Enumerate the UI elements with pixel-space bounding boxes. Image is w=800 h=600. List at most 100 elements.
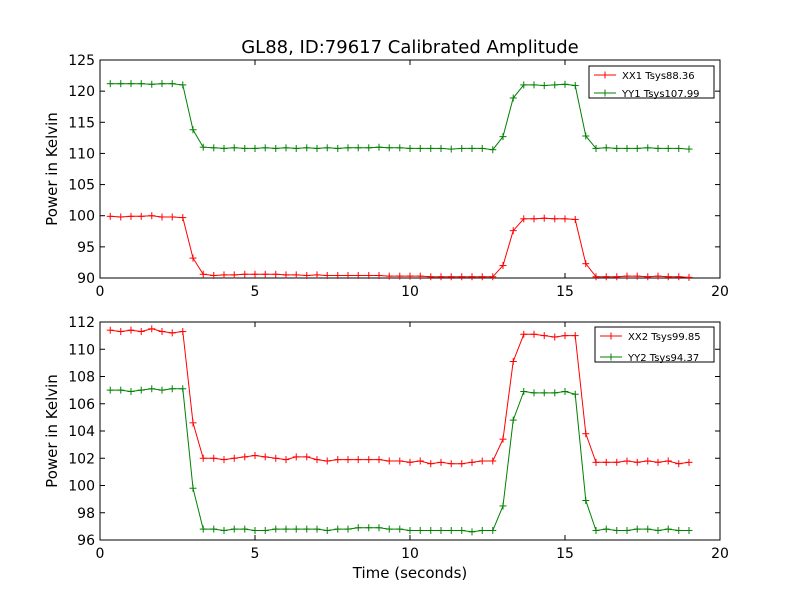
data-point: [344, 272, 352, 280]
data-point: [220, 271, 228, 279]
y-tick-label: 120: [68, 84, 95, 100]
data-point: [561, 215, 569, 223]
data-point: [437, 458, 445, 466]
data-point: [613, 526, 621, 534]
x-tick-label: 0: [96, 546, 105, 562]
data-point: [323, 272, 331, 280]
data-point: [334, 525, 342, 533]
data-point: [654, 526, 662, 534]
data-point: [323, 457, 331, 465]
y-tick-label: 112: [68, 315, 95, 331]
data-point: [427, 273, 435, 281]
data-point: [540, 214, 548, 222]
data-point: [406, 272, 414, 280]
data-point: [354, 144, 362, 152]
data-point: [261, 453, 269, 461]
data-point: [230, 144, 238, 152]
data-point: [106, 80, 114, 88]
data-point: [344, 144, 352, 152]
data-point: [282, 144, 290, 152]
data-point: [685, 273, 693, 281]
data-point: [344, 525, 352, 533]
data-point: [385, 457, 393, 465]
data-point: [530, 330, 538, 338]
data-point: [644, 144, 652, 152]
chart-title: GL88, ID:79617 Calibrated Amplitude: [241, 37, 579, 58]
data-point: [179, 81, 187, 89]
data-point: [489, 457, 497, 465]
data-point: [127, 80, 135, 88]
data-point: [272, 525, 280, 533]
data-point: [468, 273, 476, 281]
data-point: [158, 80, 166, 88]
data-point: [489, 146, 497, 154]
data-point: [385, 144, 393, 152]
data-point: [148, 80, 156, 88]
x-tick-label: 20: [711, 284, 729, 300]
data-point: [106, 386, 114, 394]
data-point: [685, 145, 693, 153]
data-point: [478, 526, 486, 534]
data-point: [375, 456, 383, 464]
data-point: [406, 144, 414, 152]
y-tick-label: 104: [68, 424, 95, 440]
data-point: [675, 526, 683, 534]
data-point: [106, 326, 114, 334]
data-point: [520, 330, 528, 338]
data-point: [179, 385, 187, 393]
data-point: [158, 213, 166, 221]
data-point: [551, 333, 559, 341]
x-tick-label: 5: [251, 546, 260, 562]
y-axis-label: Power in Kelvin: [43, 112, 61, 226]
data-point: [478, 457, 486, 465]
data-point: [561, 80, 569, 88]
data-point: [137, 80, 145, 88]
data-point: [210, 454, 218, 462]
data-point: [117, 328, 125, 336]
data-point: [499, 262, 507, 270]
y-axis-label: Power in Kelvin: [43, 374, 61, 488]
data-point: [530, 389, 538, 397]
y-tick-label: 95: [77, 240, 95, 256]
data-point: [623, 457, 631, 465]
data-point: [158, 328, 166, 336]
data-point: [292, 144, 300, 152]
data-point: [168, 213, 176, 221]
data-point: [602, 144, 610, 152]
data-point: [354, 524, 362, 532]
data-point: [592, 273, 600, 281]
data-point: [458, 144, 466, 152]
data-point: [375, 272, 383, 280]
data-point: [189, 419, 197, 427]
data-point: [592, 458, 600, 466]
data-point: [654, 458, 662, 466]
data-point: [551, 215, 559, 223]
data-point: [230, 454, 238, 462]
data-point: [468, 458, 476, 466]
data-point: [199, 454, 207, 462]
data-point: [582, 132, 590, 140]
data-point: [137, 386, 145, 394]
data-point: [168, 80, 176, 88]
data-point: [127, 387, 135, 395]
y-tick-label: 110: [68, 146, 95, 162]
data-point: [675, 273, 683, 281]
data-point: [520, 81, 528, 89]
data-point: [644, 273, 652, 281]
data-point: [582, 260, 590, 268]
data-point: [664, 273, 672, 281]
data-point: [210, 144, 218, 152]
data-point: [416, 272, 424, 280]
y-tick-label: 125: [68, 53, 95, 69]
data-point: [540, 82, 548, 90]
data-point: [406, 526, 414, 534]
data-point: [602, 273, 610, 281]
data-point: [127, 212, 135, 220]
data-point: [199, 143, 207, 151]
data-point: [179, 328, 187, 336]
data-point: [168, 329, 176, 337]
data-point: [303, 144, 311, 152]
series-line-1: [110, 215, 690, 278]
data-point: [323, 144, 331, 152]
data-point: [644, 457, 652, 465]
